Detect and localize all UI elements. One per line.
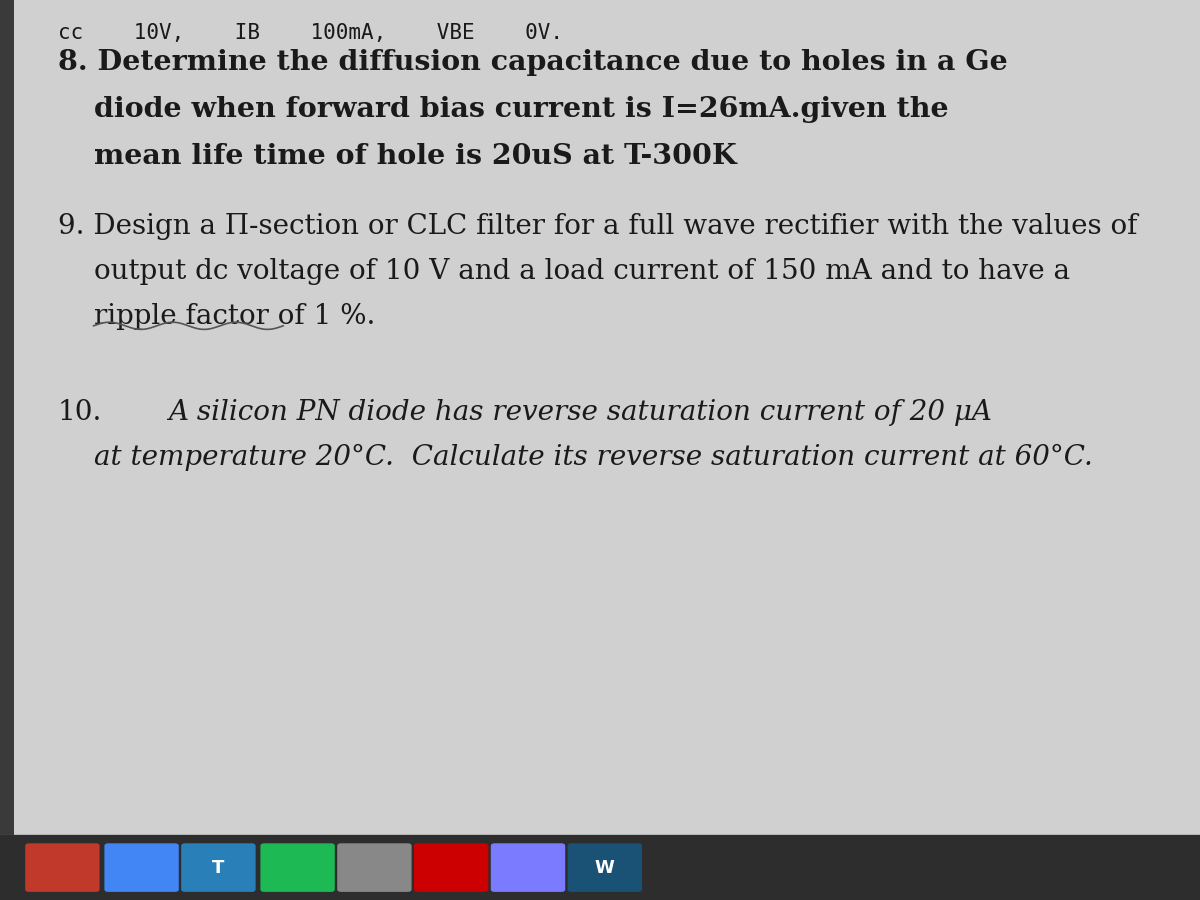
Text: 10.: 10.: [58, 399, 102, 426]
Text: diode when forward bias current is I=26mA.given the: diode when forward bias current is I=26m…: [94, 96, 948, 123]
FancyBboxPatch shape: [0, 0, 1200, 835]
Text: output dc voltage of 10 V and a load current of 150 mA and to have a: output dc voltage of 10 V and a load cur…: [94, 258, 1069, 285]
FancyBboxPatch shape: [0, 0, 14, 900]
Text: T: T: [212, 859, 224, 877]
Text: A silicon PN diode has reverse saturation current of 20 μA: A silicon PN diode has reverse saturatio…: [168, 399, 992, 426]
FancyBboxPatch shape: [337, 843, 412, 892]
Text: at temperature 20°C.  Calculate its reverse saturation current at 60°C.: at temperature 20°C. Calculate its rever…: [94, 444, 1092, 471]
FancyBboxPatch shape: [260, 843, 335, 892]
Text: mean life time of hole is 20uS at T-300K: mean life time of hole is 20uS at T-300K: [94, 143, 737, 170]
FancyBboxPatch shape: [104, 843, 179, 892]
Text: cc    10V,    IB    100mA,    VBE    0V.: cc 10V, IB 100mA, VBE 0V.: [58, 22, 563, 42]
Text: 9. Design a Π-section or CLC filter for a full wave rectifier with the values of: 9. Design a Π-section or CLC filter for …: [58, 213, 1138, 240]
FancyBboxPatch shape: [181, 843, 256, 892]
Text: ripple factor of 1 %.: ripple factor of 1 %.: [94, 303, 374, 330]
FancyBboxPatch shape: [25, 843, 100, 892]
Text: W: W: [595, 859, 614, 877]
FancyBboxPatch shape: [491, 843, 565, 892]
FancyBboxPatch shape: [568, 843, 642, 892]
FancyBboxPatch shape: [414, 843, 488, 892]
Text: 8. Determine the diffusion capacitance due to holes in a Ge: 8. Determine the diffusion capacitance d…: [58, 50, 1007, 76]
FancyBboxPatch shape: [0, 835, 1200, 900]
